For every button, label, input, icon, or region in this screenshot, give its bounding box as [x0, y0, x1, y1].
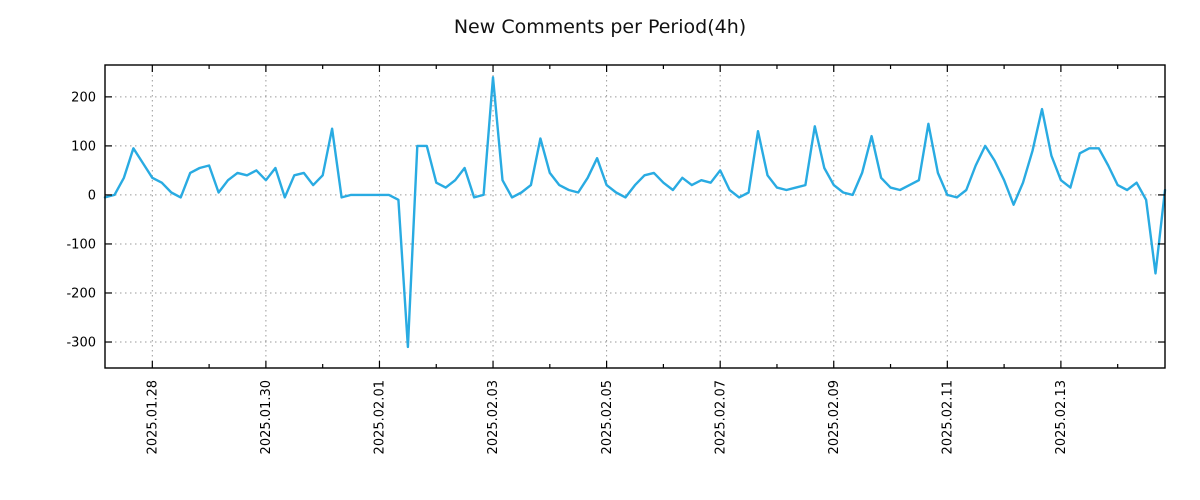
y-tick-label: 200 — [71, 90, 96, 105]
x-tick-label: 2025.02.05 — [600, 380, 615, 454]
x-tick-label: 2025.02.01 — [373, 380, 388, 454]
x-tick-label: 2025.02.13 — [1054, 380, 1069, 454]
x-tick-label: 2025.02.03 — [486, 380, 501, 454]
gridlines — [105, 65, 1165, 368]
x-tick-label: 2025.01.28 — [145, 380, 160, 454]
chart-title: New Comments per Period(4h) — [453, 16, 747, 38]
x-tick-label: 2025.02.09 — [827, 380, 842, 454]
y-tick-label: -100 — [66, 238, 96, 253]
axis-border — [104, 64, 1166, 369]
y-tick-label: 100 — [71, 139, 96, 154]
y-tick-label: -300 — [66, 336, 96, 351]
series-line — [103, 76, 1167, 349]
y-tick-label: -200 — [66, 287, 96, 302]
x-tick-label: 2025.02.11 — [940, 380, 955, 454]
y-tick-label: 0 — [88, 188, 96, 203]
x-tick-label: 2025.02.07 — [713, 380, 728, 454]
x-tick-label: 2025.01.30 — [259, 380, 274, 454]
x-tick-labels: 2025.01.28 2025.01.30 2025.02.01 2025.02.03… — [145, 380, 1069, 454]
y-tick-labels: 200 100 0 -100 -200 -300 — [66, 90, 96, 350]
tick-marks — [105, 65, 1165, 368]
